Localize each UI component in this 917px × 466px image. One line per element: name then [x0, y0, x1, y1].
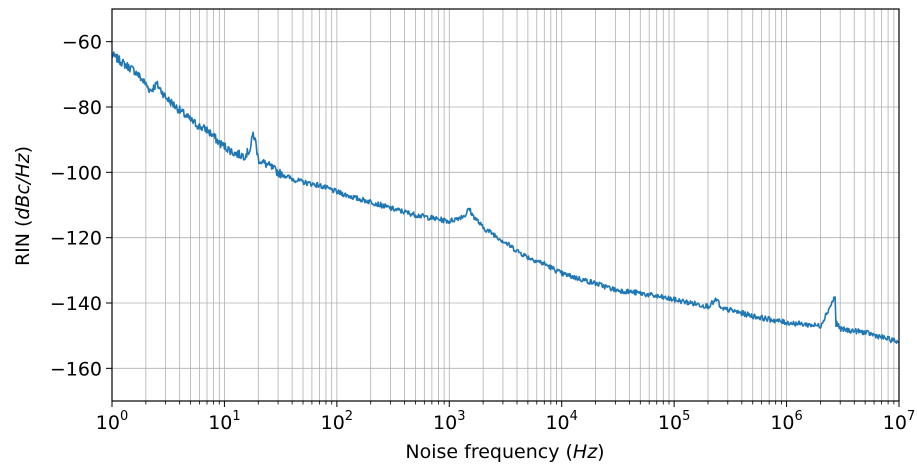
grid [112, 9, 899, 401]
x-tick-label: 107 [883, 409, 915, 434]
x-tick-label: 102 [321, 409, 353, 434]
x-tick-label: 101 [208, 409, 240, 434]
x-axis-label: Noise frequency (Hz) [405, 441, 604, 463]
y-tick-label: −80 [62, 97, 102, 119]
y-tick-label: −60 [62, 32, 102, 54]
x-axis-label-unit: Hz [573, 441, 598, 463]
rin-series-line [111, 51, 900, 344]
y-tick-label: −100 [50, 162, 102, 184]
y-axis-label-text: RIN [12, 227, 34, 266]
y-axis-label: RIN (dBc/Hz) [12, 146, 34, 266]
y-axis-label-unit: dBc/Hz [12, 152, 34, 219]
x-tick-label: 104 [545, 409, 577, 434]
x-axis-label-text: Noise frequency [405, 441, 565, 463]
x-axis-ticks: 100 101 102 103 104 105 106 107 [96, 401, 915, 434]
x-tick-label: 106 [770, 409, 802, 434]
x-tick-label: 103 [433, 409, 465, 434]
y-tick-label: −120 [50, 228, 102, 250]
x-tick-label: 105 [658, 409, 690, 434]
x-tick-label: 100 [96, 409, 128, 434]
y-axis-ticks: −60 −80 −100 −120 −140 −160 [50, 32, 112, 380]
plot-frame [111, 8, 900, 402]
y-tick-label: −160 [50, 358, 102, 380]
y-tick-label: −140 [50, 293, 102, 315]
